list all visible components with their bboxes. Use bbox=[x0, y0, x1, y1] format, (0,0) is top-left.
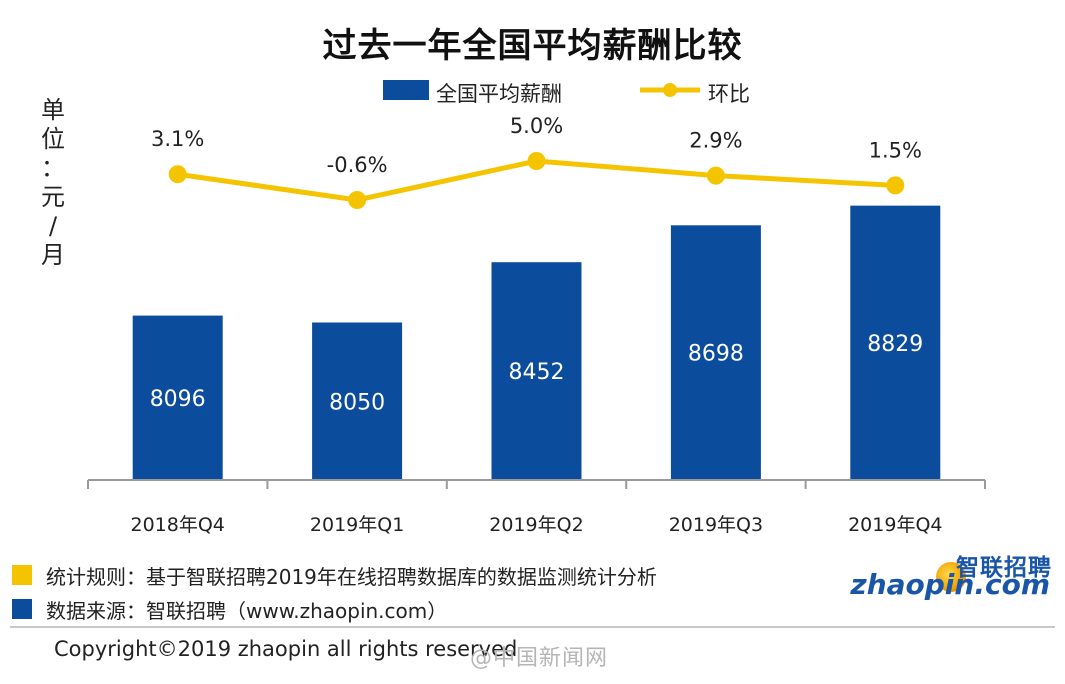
line-point-2 bbox=[527, 152, 546, 170]
bar-value-label-0: 8096 bbox=[150, 387, 206, 412]
unit-char-1: 位 bbox=[41, 125, 65, 153]
unit-char-4: / bbox=[48, 212, 58, 240]
bar-value-label-2: 8452 bbox=[509, 360, 565, 385]
line-point-4 bbox=[886, 176, 905, 195]
note-rule-text: 统计规则：基于智联招聘2019年在线招聘数据库的数据监测统计分析 bbox=[46, 564, 657, 589]
bar-1 bbox=[312, 322, 403, 480]
x-tick-label-2: 2019年Q2 bbox=[489, 514, 583, 536]
legend-bar-label: 全国平均薪酬 bbox=[436, 82, 562, 106]
note-source-text: 数据来源：智联招聘（www.zhaopin.com） bbox=[46, 598, 448, 623]
legend-line-label: 环比 bbox=[708, 82, 750, 106]
x-tick-label-3: 2019年Q3 bbox=[669, 514, 763, 536]
copyright: Copyright©2019 zhaopin all rights reserv… bbox=[54, 637, 518, 661]
line-point-0 bbox=[168, 165, 187, 184]
zhaopin-logo: 智联招聘 zhaopin.com bbox=[850, 552, 1058, 602]
line-value-label-0: 3.1% bbox=[151, 127, 204, 151]
note-source: 数据来源：智联招聘（www.zhaopin.com） bbox=[12, 594, 447, 624]
logo-en: zhaopin.com bbox=[850, 568, 1050, 601]
line-point-1 bbox=[348, 191, 367, 209]
chart-title: 过去一年全国平均薪酬比较 bbox=[322, 26, 743, 66]
bar-2 bbox=[491, 262, 582, 480]
footer-divider bbox=[10, 626, 1055, 628]
bar-value-label-4: 8829 bbox=[867, 332, 923, 357]
unit-char-2: ： bbox=[41, 154, 65, 182]
bar-0 bbox=[132, 315, 223, 480]
note-source-square bbox=[12, 599, 32, 619]
line-point-3 bbox=[706, 166, 725, 185]
bar-4 bbox=[850, 205, 941, 480]
bar-value-label-1: 8050 bbox=[329, 390, 385, 415]
notes: 统计规则：基于智联招聘2019年在线招聘数据库的数据监测统计分析 数据来源：智联… bbox=[0, 552, 1065, 632]
legend: 全国平均薪酬 环比 bbox=[0, 76, 1065, 106]
unit-char-3: 元 bbox=[41, 183, 65, 211]
bar-3 bbox=[670, 225, 761, 480]
line-value-label-1: -0.6% bbox=[327, 153, 388, 177]
legend-line-marker bbox=[663, 83, 677, 97]
note-rule-square bbox=[12, 565, 32, 585]
line-value-label-2: 5.0% bbox=[510, 114, 563, 138]
logo-cn: 智联招聘 bbox=[956, 555, 1052, 581]
legend-bar-swatch bbox=[383, 80, 429, 100]
watermark: @中国新闻网 bbox=[470, 646, 609, 671]
line-value-label-4: 1.5% bbox=[869, 138, 922, 162]
logo-dot-icon bbox=[936, 562, 966, 592]
x-tick-label-4: 2019年Q4 bbox=[848, 514, 942, 536]
y-axis-unit-label: 单位：元 / 月 bbox=[38, 96, 68, 270]
bar-value-label-3: 8698 bbox=[688, 342, 744, 367]
x-tick-label-1: 2019年Q1 bbox=[310, 514, 404, 536]
x-tick-label-0: 2018年Q4 bbox=[130, 514, 224, 536]
unit-char-0: 单 bbox=[41, 96, 65, 124]
note-rule: 统计规则：基于智联招聘2019年在线招聘数据库的数据监测统计分析 bbox=[12, 560, 657, 590]
legend-line-swatch bbox=[640, 83, 700, 97]
line-value-label-3: 2.9% bbox=[689, 129, 742, 153]
chart-plot: 8096 2018年Q4 3.1% 8050 2019年Q1 -0.6% 8452 2019年… bbox=[87, 114, 986, 536]
unit-char-5: 月 bbox=[41, 241, 65, 269]
